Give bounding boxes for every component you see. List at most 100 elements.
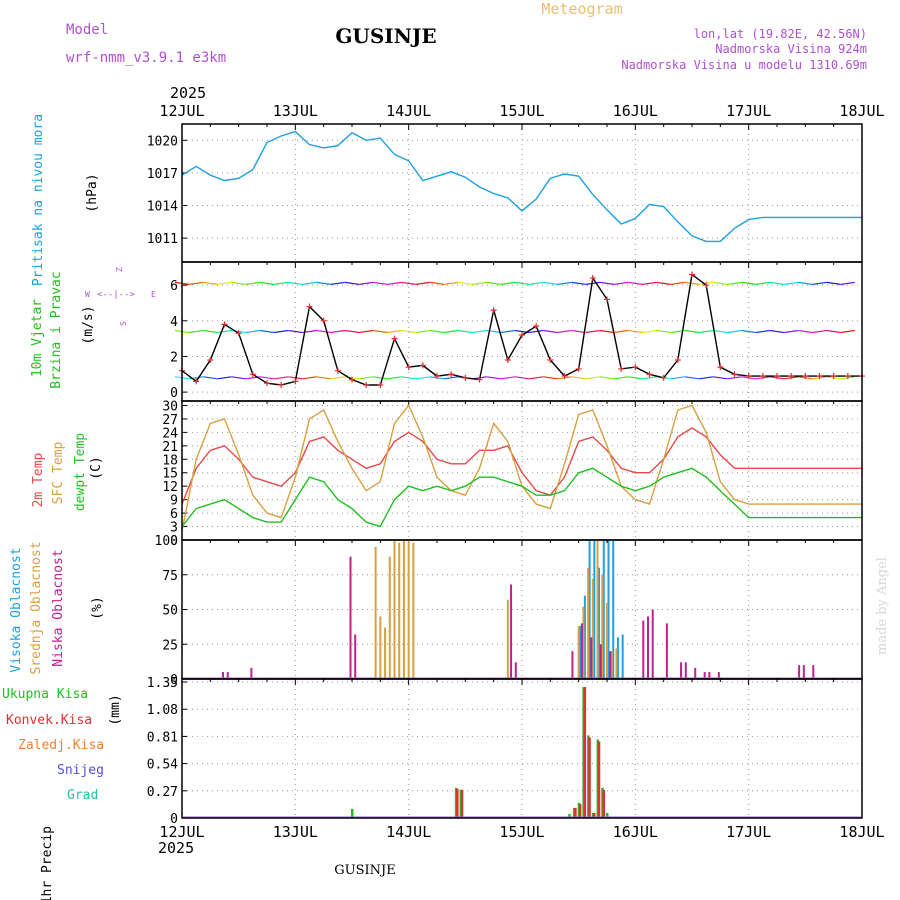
bar-niska-oblacnost (571, 651, 574, 679)
wind-arrow (387, 281, 402, 285)
temperature-ytick: 3 (170, 521, 178, 536)
x-tick-top-18JUL: 18JUL (839, 102, 884, 120)
bar-niska-oblacnost (590, 637, 593, 679)
wind-marker (434, 373, 440, 380)
wind-arrow (585, 281, 600, 285)
wind-marker (264, 380, 270, 387)
wind-arrow (755, 281, 770, 285)
wind-arrow (500, 376, 515, 380)
bar-konvek-kisa (583, 687, 587, 818)
bar-niska-oblacnost (684, 662, 687, 679)
bar-niska-oblacnost (510, 584, 513, 679)
wind-marker (830, 373, 837, 380)
wind-marker (221, 321, 228, 328)
clouds-ytick: 100 (155, 534, 178, 549)
bar-srednja-oblacnost (402, 540, 405, 679)
wind-arrow (826, 329, 841, 334)
footer-station: GUSINJE (334, 863, 395, 878)
wind-arrow (259, 329, 275, 334)
x-tick-bottom-13JUL: 13JUL (273, 823, 318, 841)
temperature-ytick: 12 (162, 480, 178, 495)
pressure-ylabel: Pritisak na nivou mora (31, 114, 46, 286)
wind-arrow (500, 281, 515, 285)
wind-arrow (727, 281, 742, 285)
bar-srednja-oblacnost (610, 651, 613, 679)
compass-west: W (85, 290, 90, 299)
wind-arrow (699, 329, 714, 334)
precip-ytick: 1.08 (147, 703, 178, 718)
model-name: wrf-nmm_v3.9.1 e3km (66, 50, 226, 66)
model-label: Model (66, 22, 108, 38)
wind-arrow (727, 329, 742, 334)
wind-arrow (599, 329, 615, 334)
wind-arrow (642, 376, 657, 380)
temperature-ytick: 24 (162, 426, 178, 441)
wind-arrow (359, 329, 374, 334)
wind-arrow (557, 281, 572, 285)
wind-arrow (259, 281, 275, 285)
wind-arrow (798, 281, 813, 285)
panel-wind: 0 2 4 6 (170, 261, 865, 402)
wind-arrow (599, 281, 615, 285)
temperature-ytick: 18 (162, 453, 178, 468)
temp-ylabel2: SFC Temp (51, 442, 66, 505)
wind-arrow (628, 281, 643, 285)
bar-srednja-oblacnost (374, 546, 377, 679)
precip-legend-frz: Zaledj.Kisa (18, 738, 104, 753)
wind-marker (320, 317, 327, 324)
x-tick-bottom-12JUL: 12JUL (159, 823, 204, 841)
wind-marker (589, 275, 596, 282)
wind-arrow (231, 281, 246, 285)
wind-arrow (684, 376, 700, 380)
wind-arrow (585, 329, 600, 334)
wind-marker (533, 323, 540, 330)
wind-arrow (458, 281, 473, 285)
bar-ukupna-kisa (568, 813, 571, 818)
precip-ytick: 0 (170, 812, 178, 827)
wind-arrow (274, 329, 289, 334)
wind-units: (m/s) (81, 305, 96, 344)
station-title: GUSINJE (335, 24, 436, 48)
temperature-ytick: 21 (162, 440, 178, 455)
wind-arrow (330, 329, 345, 334)
wind-marker (745, 373, 752, 380)
wind-marker (660, 374, 667, 381)
wind-arrow (415, 281, 430, 285)
bar-konvek-kisa (597, 741, 601, 818)
wind-marker (363, 381, 370, 388)
wind-arrow (387, 376, 402, 380)
wind-marker (844, 373, 851, 380)
wind-arrow (189, 281, 204, 285)
wind-arrow (769, 281, 785, 285)
temperature-ytick: 0 (170, 534, 178, 549)
pressure-ytick: 1014 (147, 199, 178, 214)
wind-arrow (288, 329, 303, 334)
pressure-ytick: 1020 (147, 134, 178, 149)
bar-ukupna-kisa (606, 812, 609, 818)
x-tick-bottom-18JUL: 18JUL (839, 823, 884, 841)
bar-srednja-oblacnost (393, 540, 396, 679)
wind-arrow (444, 329, 459, 334)
wind-marker (292, 378, 299, 385)
wind-arrow (274, 376, 289, 380)
bar-srednja-oblacnost (591, 578, 594, 679)
temperature-ytick: 9 (170, 494, 178, 509)
wind-arrow (359, 376, 374, 380)
bar-visoka-oblacnost (583, 595, 586, 679)
bar-srednja-oblacnost (596, 540, 599, 679)
series-dewpt-temp (181, 467, 862, 528)
wind-marker (674, 357, 681, 364)
cloud-ylabel: Visoka Oblacnost (9, 547, 24, 672)
bar-visoka-oblacnost (598, 567, 601, 679)
temperature-ytick: 6 (170, 507, 178, 522)
wind-marker (646, 371, 653, 378)
wind-marker (519, 332, 525, 339)
wind-arrow (529, 281, 544, 285)
wind-arrow (500, 329, 515, 334)
bar-niska-oblacnost (680, 662, 683, 679)
wind-arrow (713, 281, 728, 285)
panel-precip: 0 0.27 0.54 0.81 1.08 1.35 (147, 676, 863, 827)
wind-marker (703, 282, 710, 289)
wind-ytick: 2 (170, 350, 178, 365)
